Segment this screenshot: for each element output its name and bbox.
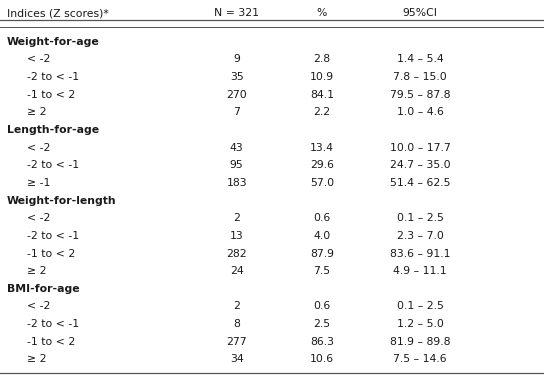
Text: 2.5: 2.5 xyxy=(313,319,331,329)
Text: 24: 24 xyxy=(230,266,244,276)
Text: 2: 2 xyxy=(233,213,240,223)
Text: 79.5 – 87.8: 79.5 – 87.8 xyxy=(390,90,450,100)
Text: 183: 183 xyxy=(226,178,247,188)
Text: BMI-for-age: BMI-for-age xyxy=(7,284,79,294)
Text: 2: 2 xyxy=(233,302,240,312)
Text: 0.6: 0.6 xyxy=(313,213,331,223)
Text: ≥ -1: ≥ -1 xyxy=(27,178,51,188)
Text: 7: 7 xyxy=(233,107,240,117)
Text: 34: 34 xyxy=(230,354,244,364)
Text: < -2: < -2 xyxy=(27,213,51,223)
Text: 10.0 – 17.7: 10.0 – 17.7 xyxy=(390,143,450,153)
Text: -1 to < 2: -1 to < 2 xyxy=(27,337,76,347)
Text: 13.4: 13.4 xyxy=(310,143,334,153)
Text: 8: 8 xyxy=(233,319,240,329)
Text: 282: 282 xyxy=(226,249,247,258)
Text: 4.9 – 11.1: 4.9 – 11.1 xyxy=(393,266,447,276)
Text: 7.8 – 15.0: 7.8 – 15.0 xyxy=(393,72,447,82)
Text: 43: 43 xyxy=(230,143,244,153)
Text: -2 to < -1: -2 to < -1 xyxy=(27,319,79,329)
Text: 1.4 – 5.4: 1.4 – 5.4 xyxy=(397,54,443,64)
Text: Length-for-age: Length-for-age xyxy=(7,125,98,135)
Text: < -2: < -2 xyxy=(27,54,51,64)
Text: 86.3: 86.3 xyxy=(310,337,334,347)
Text: 0.1 – 2.5: 0.1 – 2.5 xyxy=(397,213,443,223)
Text: 57.0: 57.0 xyxy=(310,178,334,188)
Text: 81.9 – 89.8: 81.9 – 89.8 xyxy=(390,337,450,347)
Text: 2.3 – 7.0: 2.3 – 7.0 xyxy=(397,231,443,241)
Text: 270: 270 xyxy=(226,90,247,100)
Text: 1.0 – 4.6: 1.0 – 4.6 xyxy=(397,107,443,117)
Text: < -2: < -2 xyxy=(27,302,51,312)
Text: ≥ 2: ≥ 2 xyxy=(27,354,47,364)
Text: 0.6: 0.6 xyxy=(313,302,331,312)
Text: 10.9: 10.9 xyxy=(310,72,334,82)
Text: -1 to < 2: -1 to < 2 xyxy=(27,249,76,258)
Text: 13: 13 xyxy=(230,231,244,241)
Text: 1.2 – 5.0: 1.2 – 5.0 xyxy=(397,319,443,329)
Text: 7.5 – 14.6: 7.5 – 14.6 xyxy=(393,354,447,364)
Text: 4.0: 4.0 xyxy=(313,231,331,241)
Text: 95: 95 xyxy=(230,160,244,170)
Text: 2.8: 2.8 xyxy=(313,54,331,64)
Text: 87.9: 87.9 xyxy=(310,249,334,258)
Text: 35: 35 xyxy=(230,72,244,82)
Text: 277: 277 xyxy=(226,337,247,347)
Text: 9: 9 xyxy=(233,54,240,64)
Text: 0.1 – 2.5: 0.1 – 2.5 xyxy=(397,302,443,312)
Text: Weight-for-age: Weight-for-age xyxy=(7,37,99,47)
Text: N = 321: N = 321 xyxy=(214,9,259,18)
Text: 51.4 – 62.5: 51.4 – 62.5 xyxy=(390,178,450,188)
Text: 95%CI: 95%CI xyxy=(403,9,437,18)
Text: Indices (Z scores)*: Indices (Z scores)* xyxy=(7,9,108,18)
Text: 83.6 – 91.1: 83.6 – 91.1 xyxy=(390,249,450,258)
Text: 10.6: 10.6 xyxy=(310,354,334,364)
Text: %: % xyxy=(317,9,327,18)
Text: 84.1: 84.1 xyxy=(310,90,334,100)
Text: -2 to < -1: -2 to < -1 xyxy=(27,72,79,82)
Text: < -2: < -2 xyxy=(27,143,51,153)
Text: 2.2: 2.2 xyxy=(313,107,331,117)
Text: 24.7 – 35.0: 24.7 – 35.0 xyxy=(390,160,450,170)
Text: -2 to < -1: -2 to < -1 xyxy=(27,231,79,241)
Text: Weight-for-length: Weight-for-length xyxy=(7,196,116,206)
Text: -2 to < -1: -2 to < -1 xyxy=(27,160,79,170)
Text: -1 to < 2: -1 to < 2 xyxy=(27,90,76,100)
Text: ≥ 2: ≥ 2 xyxy=(27,107,47,117)
Text: ≥ 2: ≥ 2 xyxy=(27,266,47,276)
Text: 29.6: 29.6 xyxy=(310,160,334,170)
Text: 7.5: 7.5 xyxy=(313,266,331,276)
